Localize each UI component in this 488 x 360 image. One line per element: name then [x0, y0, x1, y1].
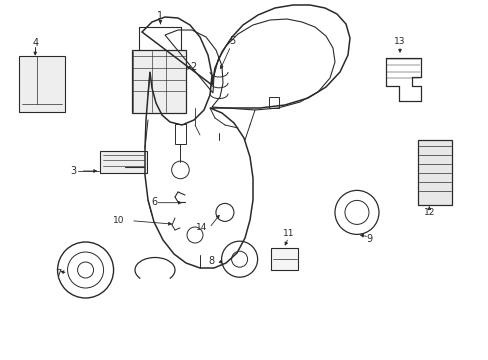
Text: 13: 13 [393, 37, 405, 46]
FancyBboxPatch shape [132, 50, 185, 113]
Text: 2: 2 [190, 62, 196, 72]
FancyBboxPatch shape [19, 56, 65, 112]
Text: 1: 1 [157, 11, 163, 21]
Text: 14: 14 [196, 223, 207, 233]
Text: 10: 10 [113, 216, 124, 225]
Text: 9: 9 [366, 234, 371, 244]
Text: 4: 4 [32, 38, 38, 48]
FancyBboxPatch shape [417, 140, 451, 205]
Text: 12: 12 [423, 208, 434, 217]
FancyBboxPatch shape [271, 248, 298, 270]
FancyBboxPatch shape [100, 151, 146, 173]
Text: 6: 6 [151, 197, 157, 207]
Text: 3: 3 [70, 166, 76, 176]
Text: 11: 11 [282, 230, 294, 238]
Text: 5: 5 [229, 36, 235, 46]
Text: 7: 7 [56, 269, 61, 279]
Text: 8: 8 [208, 256, 214, 266]
